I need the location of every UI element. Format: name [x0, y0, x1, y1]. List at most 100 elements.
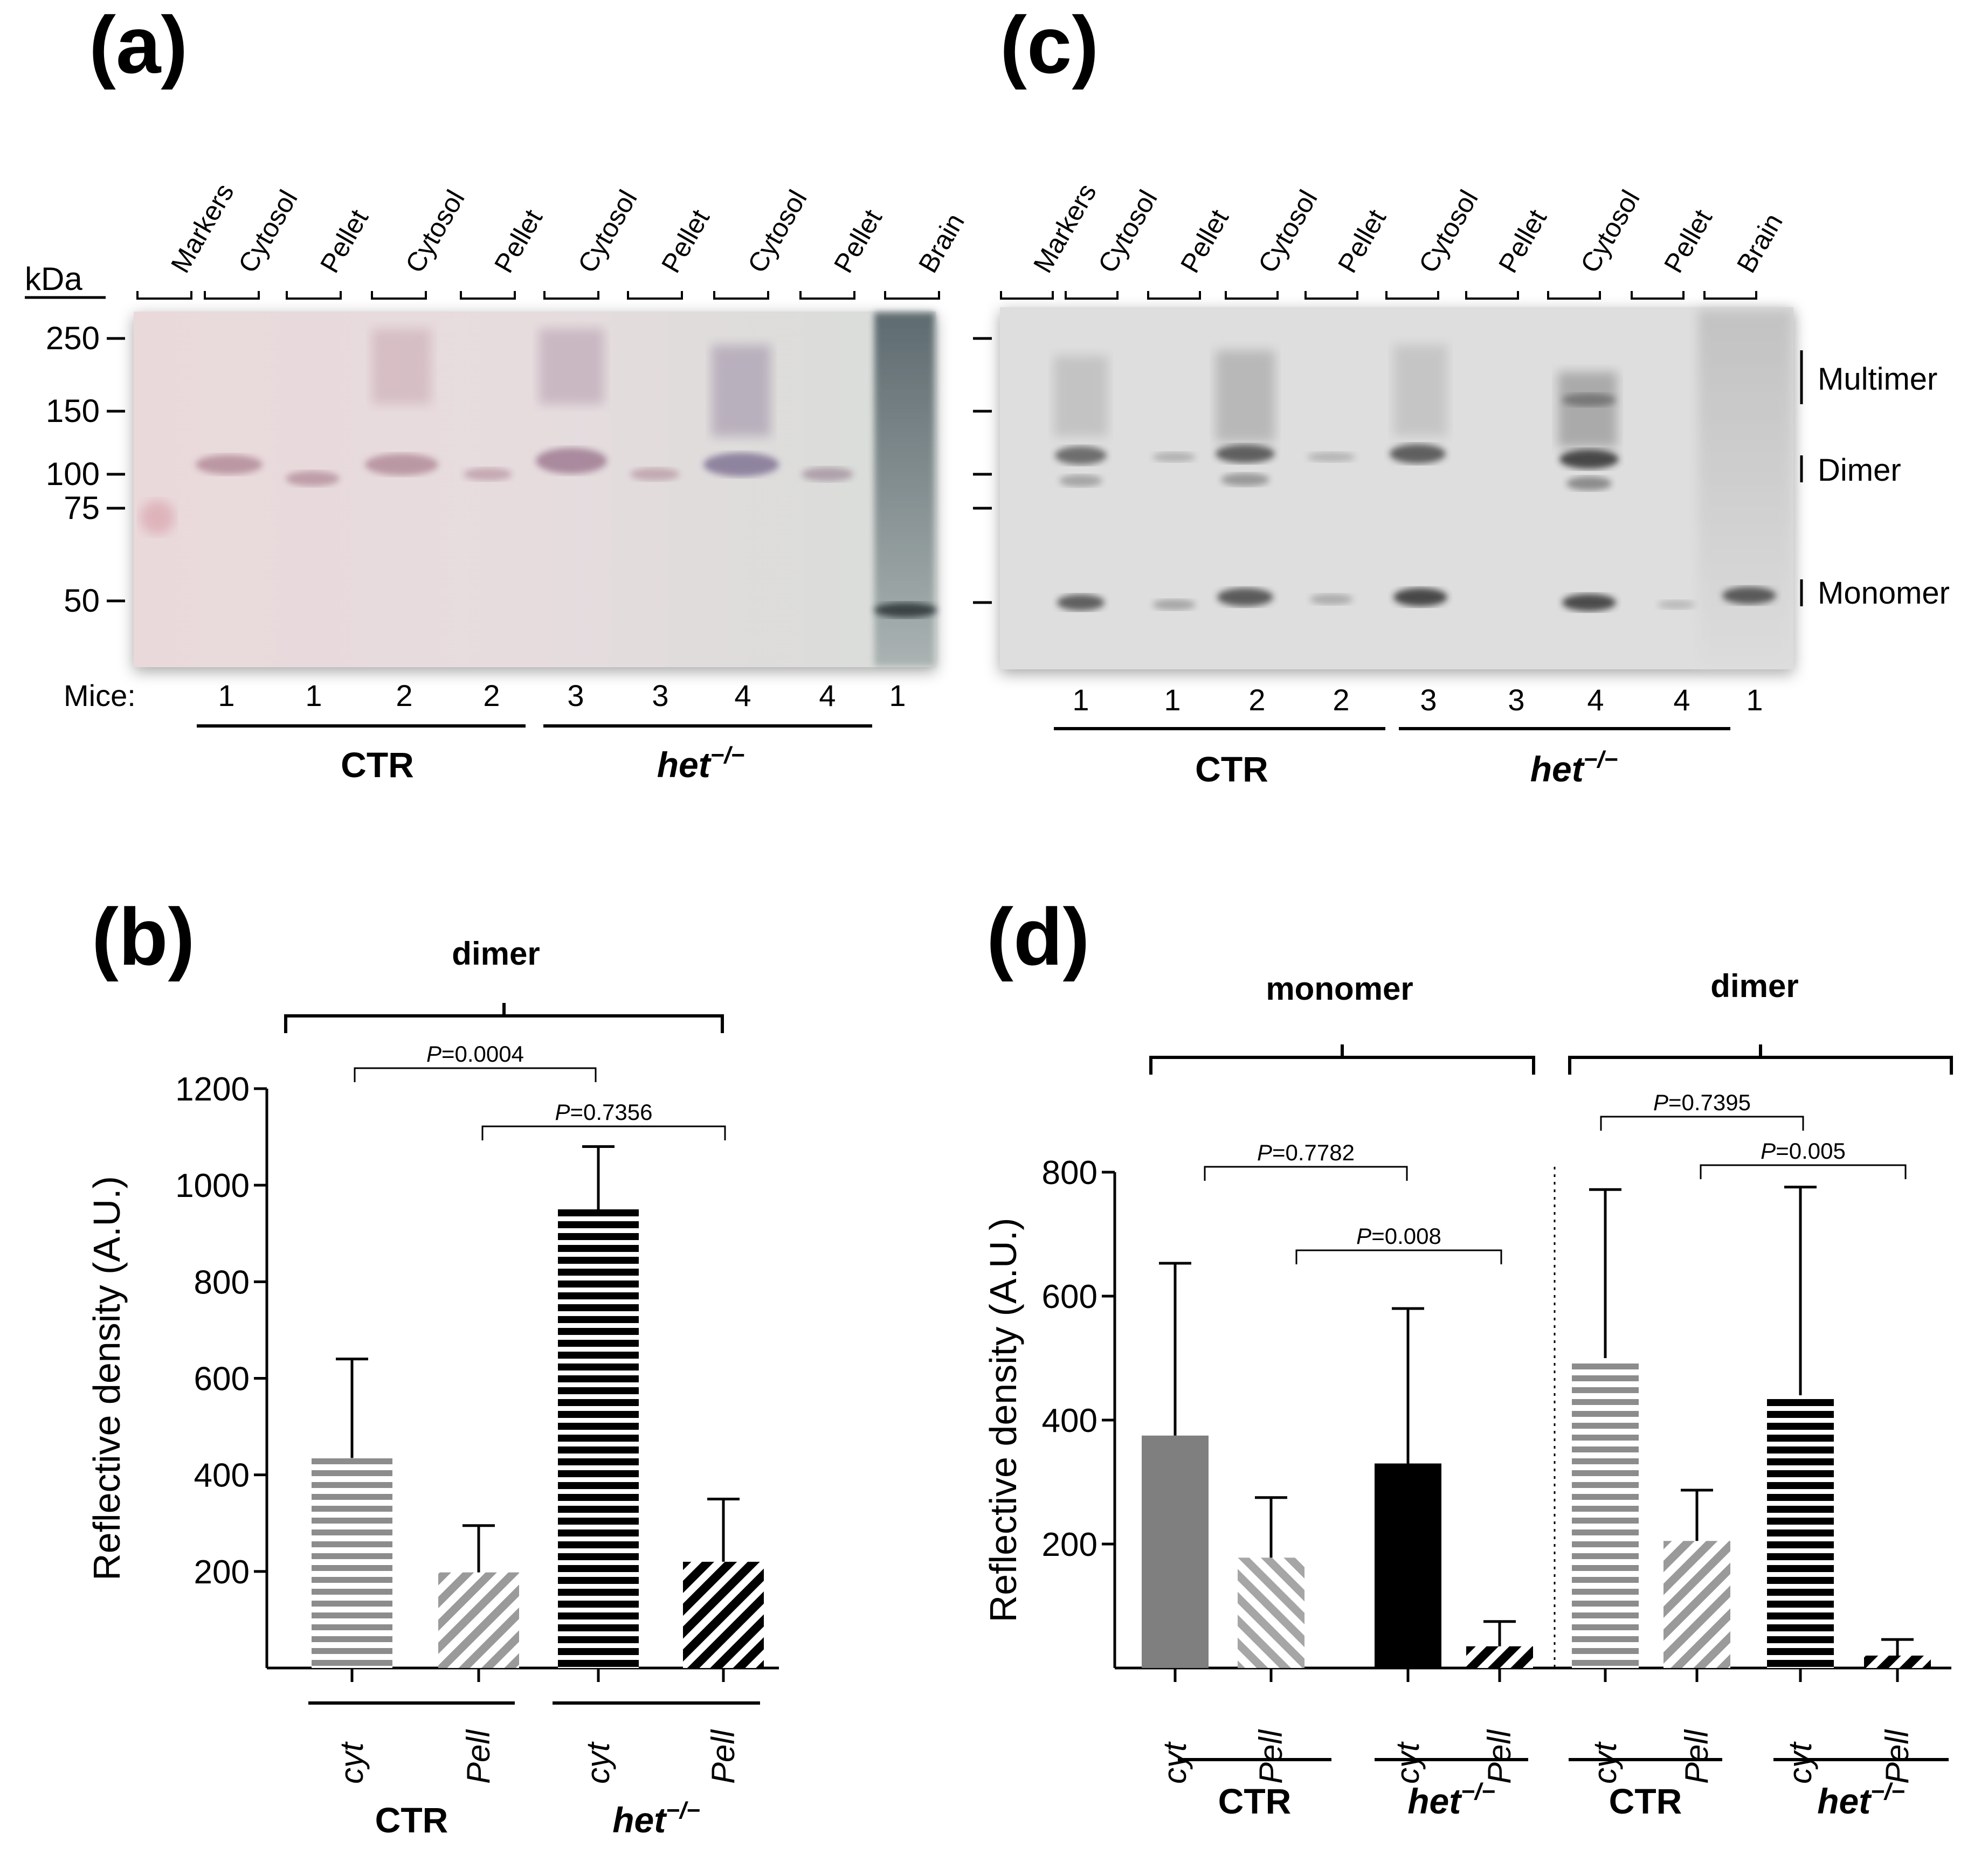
chart-d: 200 400 600 800 Reflective density (A.U.) cyt… — [982, 968, 1953, 1821]
mouse-number: 1 — [1164, 683, 1181, 717]
blot-a-smear — [712, 345, 771, 437]
mw-marker-label: 75 — [64, 490, 100, 526]
y-tick-label: 800 — [1042, 1154, 1097, 1192]
lane-label: Pellet — [314, 204, 374, 278]
lane-bracket — [1703, 291, 1757, 300]
x-category-label: cyt — [1390, 1741, 1426, 1784]
lane-label: Cytosol — [572, 185, 643, 278]
x-category-label: Pell — [460, 1729, 496, 1784]
blot-a-band — [703, 453, 779, 476]
mouse-number: 3 — [1420, 683, 1437, 717]
panel-label-a: (a) — [89, 0, 188, 90]
group-label-het: het−/− — [1817, 1778, 1905, 1821]
het-superscript: −/− — [1870, 1778, 1905, 1805]
lane-bracket — [1065, 291, 1119, 300]
blot-c-band — [1559, 449, 1619, 469]
het-superscript: −/− — [666, 1797, 700, 1824]
mouse-number: 2 — [483, 679, 500, 712]
mouse-number: 4 — [1587, 683, 1604, 717]
blot-c-smear — [1216, 350, 1275, 442]
y-axis-label: Reflective density (A.U.) — [982, 1218, 1024, 1623]
lane-bracket — [1631, 291, 1685, 300]
x-category-label: cyt — [1782, 1741, 1818, 1784]
panel-label-d: (d) — [986, 891, 1090, 982]
lane-label: Pellet — [1175, 204, 1234, 278]
p-symbol: P — [426, 1041, 441, 1067]
chart-b: 200 400 600 800 1000 1200 Reflective density (… — [86, 936, 779, 1840]
bar — [312, 1458, 392, 1668]
y-tick-label: 400 — [194, 1457, 250, 1494]
mouse-number: 3 — [1508, 683, 1524, 717]
blot-c-band — [1307, 452, 1356, 462]
p-value-label: P=0.7356 — [555, 1099, 652, 1125]
dimer-label: Dimer — [1818, 453, 1901, 488]
lane-bracket — [1000, 291, 1054, 300]
blot-c-band — [1152, 452, 1196, 462]
bar — [438, 1572, 519, 1668]
mouse-number: 4 — [819, 679, 836, 712]
blot-a — [134, 312, 937, 667]
bar — [1238, 1558, 1304, 1668]
group-label-ctr: CTR — [375, 1800, 448, 1840]
y-tick-label: 1200 — [175, 1071, 250, 1108]
lane-label: Cytosol — [1413, 185, 1484, 278]
mw-marker-label: 250 — [46, 320, 100, 356]
blot-c-smear — [1393, 345, 1447, 437]
blot-a-brain-band — [874, 603, 937, 618]
y-tick-label: 200 — [194, 1554, 250, 1591]
bar — [1767, 1395, 1834, 1668]
lane-label: Cytosol — [1092, 185, 1163, 278]
het-text: het — [1530, 749, 1585, 789]
mouse-number: 1 — [218, 679, 234, 712]
title-bracket — [1568, 1056, 1953, 1075]
p-symbol: P — [1761, 1138, 1776, 1164]
p-value-label: P=0.0004 — [426, 1041, 524, 1067]
lane-label: Brain — [1731, 208, 1789, 278]
blot-a-band — [365, 454, 438, 475]
blot-c-band — [1393, 588, 1447, 606]
blot-c-band — [1057, 594, 1105, 611]
blot-a-band — [630, 468, 680, 481]
blot-c-band — [1722, 587, 1776, 604]
blot-a-band — [802, 467, 853, 481]
bar — [1142, 1435, 1209, 1668]
p-value: =0.005 — [1776, 1138, 1846, 1164]
blot-a-band — [286, 471, 340, 486]
p-symbol: P — [1257, 1140, 1272, 1165]
blot-a-smear — [372, 329, 431, 404]
blot-c-mice: 1 1 2 2 3 3 4 4 1 — [1072, 683, 1763, 717]
blot-c-ctr-label: CTR — [1195, 749, 1268, 789]
comparison-bracket — [481, 1125, 726, 1140]
blot-a-marker-stain — [140, 500, 175, 535]
p-value-label: P=0.008 — [1356, 1223, 1441, 1249]
blot-a-band — [196, 455, 263, 474]
x-category-label: Pell — [705, 1729, 741, 1784]
panel-label-b: (b) — [92, 891, 195, 982]
het-text: het — [1817, 1781, 1872, 1821]
lane-label: Markers — [165, 178, 240, 278]
lane-bracket — [204, 291, 260, 300]
group-label-ctr: CTR — [1609, 1781, 1682, 1821]
lane-label: Pellet — [488, 204, 548, 278]
blot-c-band — [1152, 599, 1196, 610]
mw-marker-label: 150 — [46, 393, 100, 429]
x-category-label: Pell — [1253, 1729, 1289, 1784]
group-title: dimer — [452, 936, 540, 972]
mouse-number: 2 — [396, 679, 412, 712]
mouse-number: 1 — [305, 679, 322, 712]
lane-bracket — [713, 291, 769, 300]
lane-label: Cytosol — [232, 185, 303, 278]
p-value: =0.7782 — [1272, 1140, 1355, 1165]
lane-bracket — [884, 291, 940, 300]
lane-bracket — [543, 291, 599, 300]
het-text: het — [1407, 1781, 1462, 1821]
mouse-number: 2 — [1333, 683, 1349, 717]
mouse-number: 2 — [1248, 683, 1265, 717]
blot-a-mice: 1 1 2 2 3 3 4 4 1 — [218, 679, 906, 712]
multimer-label: Multimer — [1818, 362, 1937, 397]
p-symbol: P — [555, 1099, 570, 1125]
blot-a-membrane — [134, 312, 936, 667]
